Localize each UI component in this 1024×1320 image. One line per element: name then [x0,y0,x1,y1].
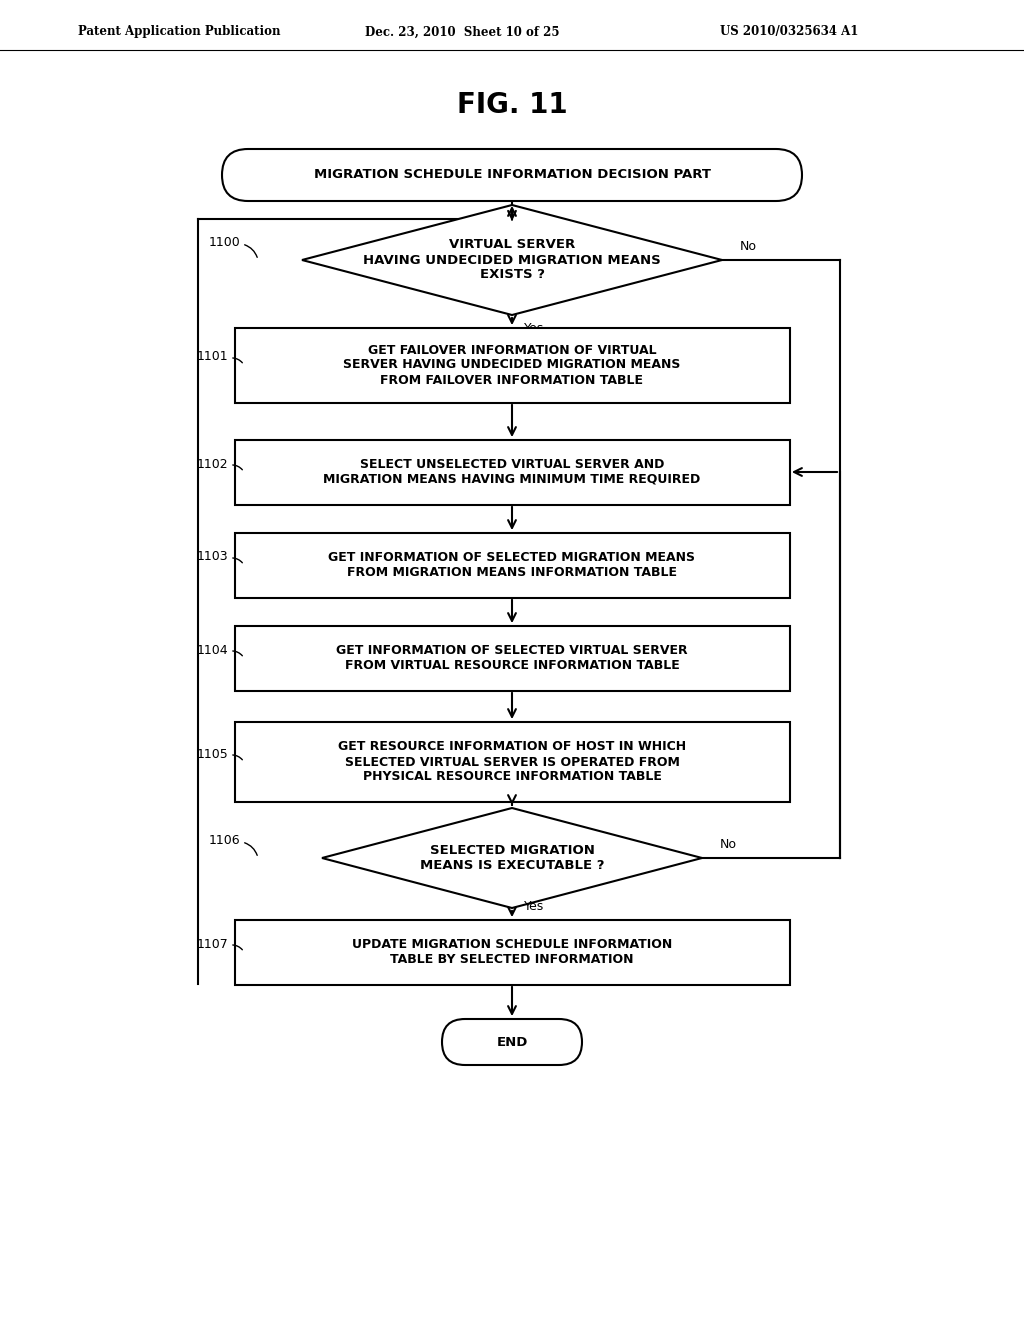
Text: US 2010/0325634 A1: US 2010/0325634 A1 [720,25,858,38]
Text: 1106: 1106 [208,833,240,846]
Text: UPDATE MIGRATION SCHEDULE INFORMATION
TABLE BY SELECTED INFORMATION: UPDATE MIGRATION SCHEDULE INFORMATION TA… [352,939,672,966]
Text: SELECT UNSELECTED VIRTUAL SERVER AND
MIGRATION MEANS HAVING MINIMUM TIME REQUIRE: SELECT UNSELECTED VIRTUAL SERVER AND MIG… [324,458,700,486]
Text: 1105: 1105 [197,747,228,760]
Polygon shape [302,205,722,315]
Text: No: No [720,837,737,850]
Text: No: No [740,239,757,252]
Text: SELECTED MIGRATION
MEANS IS EXECUTABLE ?: SELECTED MIGRATION MEANS IS EXECUTABLE ? [420,843,604,873]
FancyBboxPatch shape [442,1019,582,1065]
Text: GET RESOURCE INFORMATION OF HOST IN WHICH
SELECTED VIRTUAL SERVER IS OPERATED FR: GET RESOURCE INFORMATION OF HOST IN WHIC… [338,741,686,784]
Text: 1104: 1104 [197,644,228,656]
Text: Dec. 23, 2010  Sheet 10 of 25: Dec. 23, 2010 Sheet 10 of 25 [365,25,559,38]
Text: VIRTUAL SERVER
HAVING UNDECIDED MIGRATION MEANS
EXISTS ?: VIRTUAL SERVER HAVING UNDECIDED MIGRATIO… [364,239,660,281]
Text: Yes: Yes [524,899,544,912]
Text: Patent Application Publication: Patent Application Publication [78,25,281,38]
Bar [234,722,790,803]
Text: GET FAILOVER INFORMATION OF VIRTUAL
SERVER HAVING UNDECIDED MIGRATION MEANS
FROM: GET FAILOVER INFORMATION OF VIRTUAL SERV… [343,343,681,387]
Text: 1100: 1100 [208,235,240,248]
Text: MIGRATION SCHEDULE INFORMATION DECISION PART: MIGRATION SCHEDULE INFORMATION DECISION … [313,169,711,181]
Bar [234,532,790,598]
Bar [234,920,790,985]
Polygon shape [322,808,702,908]
Text: 1102: 1102 [197,458,228,470]
FancyBboxPatch shape [222,149,802,201]
Bar [234,626,790,690]
Text: GET INFORMATION OF SELECTED MIGRATION MEANS
FROM MIGRATION MEANS INFORMATION TAB: GET INFORMATION OF SELECTED MIGRATION ME… [329,550,695,579]
Text: GET INFORMATION OF SELECTED VIRTUAL SERVER
FROM VIRTUAL RESOURCE INFORMATION TAB: GET INFORMATION OF SELECTED VIRTUAL SERV… [336,644,688,672]
Bar [234,327,790,403]
Text: END: END [497,1035,527,1048]
Text: FIG. 11: FIG. 11 [457,91,567,119]
Bar [234,440,790,504]
Text: 1103: 1103 [197,550,228,564]
Text: 1107: 1107 [197,937,228,950]
Text: 1101: 1101 [197,351,228,363]
Text: Yes: Yes [524,322,544,335]
